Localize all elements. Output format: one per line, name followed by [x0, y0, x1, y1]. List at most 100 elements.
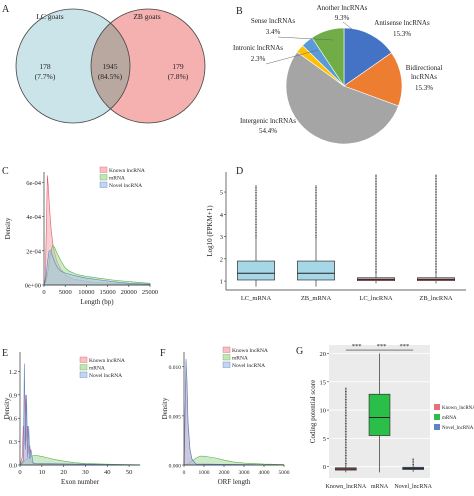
x-category-label: mRNA — [371, 484, 389, 490]
y-tick-label: 2 — [220, 256, 223, 263]
pie-label-pct: 15.3% — [393, 30, 411, 38]
density-series-novel — [183, 358, 285, 466]
legend-swatch — [434, 414, 440, 420]
pie-slice — [343, 27, 392, 87]
panel-label-c: C — [2, 166, 9, 177]
legend-swatch — [222, 346, 231, 353]
x-tick-label: 20 — [60, 469, 67, 476]
venn-outline-lc — [15, 8, 131, 124]
legend-label: mRNA — [442, 416, 457, 421]
panel-label-f: F — [160, 348, 166, 359]
legend-swatch — [79, 356, 88, 363]
density-series-mrna — [183, 455, 285, 466]
y-tick-label: 20 — [320, 351, 327, 358]
y-tick-label: 0.010 — [169, 365, 182, 371]
pie-slice — [285, 51, 399, 145]
legend-label: Known lncRNA — [89, 358, 125, 364]
y-tick-label: 3 — [220, 234, 223, 241]
pie-label-pct: 15.3% — [415, 84, 433, 92]
significance-mark: *** — [377, 343, 387, 350]
venn-set-label: ZB goats — [133, 12, 160, 21]
legend-label: Novel lncRNA — [232, 363, 265, 369]
pie-label: lncRNAs — [411, 73, 437, 81]
density-series-novel — [43, 250, 151, 286]
pie-slice — [311, 27, 345, 87]
venn-region-pct: (84.5%) — [98, 72, 123, 81]
x-tick-label: 2000 — [219, 470, 230, 476]
pie-label: Intergenic lncRNAs — [240, 117, 296, 125]
y-tick-label: 5 — [323, 436, 326, 443]
legend-swatch — [222, 361, 231, 368]
pie-label: Bidirectional — [406, 64, 443, 72]
panel-label-e: E — [2, 348, 8, 359]
x-axis-label: Exon number — [61, 478, 100, 486]
panel-label-d: D — [236, 166, 243, 177]
panel-c-chart: 0 5000 10000 15000 20000 25000 0e+00 2e-04 4e-04… — [4, 166, 158, 306]
y-axis-label: Coding potential score — [309, 380, 317, 443]
x-category-label: LC_lncRNA — [359, 295, 393, 302]
x-tick-label: 10000 — [78, 289, 94, 296]
x-tick-label: 40 — [104, 469, 111, 476]
venn-overlap — [91, 9, 130, 123]
y-axis-label: Log10 (FPKM+1) — [206, 205, 214, 257]
pie-label: Another lncRNAs — [317, 4, 368, 12]
box-body — [368, 393, 391, 436]
y-tick-label: 4 — [220, 212, 224, 219]
legend-swatch — [99, 166, 108, 173]
venn-diagram: LC goats ZB goats 178(7.7%) 1945(84.5%) 179(… — [15, 8, 206, 124]
x-category-label: Known_lncRNA — [325, 484, 366, 490]
y-axis-label: Density — [161, 397, 169, 419]
y-tick-label: 2e-04 — [26, 248, 42, 255]
pie-label: Sense lncRNAs — [251, 17, 295, 25]
x-tick-label: 4000 — [259, 470, 270, 476]
legend-label: Novel_lncRNA — [442, 426, 474, 431]
x-category-label: LC_mRNA — [241, 295, 272, 302]
panel-g-chart: Known_lncRNA mRNA Novel_lncRNA 0 5 10 15 20 Codi… — [309, 343, 474, 490]
x-tick-label: 5000 — [279, 470, 290, 476]
y-tick-label: 6e-04 — [26, 180, 42, 187]
legend-label: mRNA — [89, 366, 105, 372]
panel-label-g: G — [296, 346, 303, 357]
venn-outline-zb — [90, 8, 206, 124]
x-tick-label: 50 — [126, 469, 133, 476]
legend-swatch — [99, 174, 108, 181]
x-tick-label: 1000 — [199, 470, 210, 476]
legend-label: Novel lncRNA — [89, 373, 122, 379]
x-category-label: ZB_mRNA — [301, 295, 332, 302]
x-axis-label: Length (bp) — [80, 298, 114, 306]
y-tick-label: 0.3 — [9, 439, 17, 446]
x-tick-label: 0 — [183, 470, 186, 476]
x-category-label: ZB_lncRNA — [419, 295, 453, 302]
y-tick-label: 5 — [220, 190, 223, 197]
legend-label: mRNA — [232, 356, 248, 362]
y-tick-label: 0.000 — [169, 464, 182, 470]
legend-label: mRNA — [109, 176, 125, 182]
pie-label: Intronic lncRNAs — [233, 44, 283, 52]
density-series-known — [183, 361, 285, 466]
pie-leader-line — [342, 21, 353, 30]
panel-f-chart: 0 1000 2000 3000 4000 5000 0.000 0.005 0.010 ORF … — [161, 346, 290, 486]
pie-chart: Antisense lncRNAs 15.3% BidirectionallncRN… — [233, 4, 443, 145]
venn-set-label: LC goats — [36, 12, 63, 21]
pie-label-pct: 9.3% — [335, 14, 350, 22]
density-series-known — [19, 394, 141, 466]
legend-swatch — [79, 371, 88, 378]
legend-label: Novel lncRNA — [109, 183, 142, 189]
significance-mark: *** — [352, 343, 362, 350]
x-axis-label: ORF length — [218, 478, 251, 486]
legend-label: Known lncRNA — [109, 168, 145, 174]
panel-e-chart: 0 10 20 30 40 50 0.0 0.3 0.6 0.9 1.2 Exon number Den… — [3, 352, 141, 486]
venn-region-pct: (7.7%) — [35, 72, 56, 81]
x-tick-label: 15000 — [99, 289, 115, 296]
x-category-label: Novel_lncRNA — [394, 484, 432, 490]
y-tick-label: 0.6 — [9, 416, 18, 423]
x-tick-label: 20000 — [121, 289, 137, 296]
legend-swatch — [79, 364, 88, 371]
x-tick-label: 25000 — [142, 289, 158, 296]
pie-leader-line — [265, 49, 319, 65]
y-tick-label: 4e-04 — [26, 214, 42, 221]
legend-swatch — [434, 424, 440, 430]
y-axis-label: Density — [4, 217, 12, 239]
legend-label: Known lncRNA — [232, 348, 268, 354]
legend-swatch — [222, 354, 231, 361]
